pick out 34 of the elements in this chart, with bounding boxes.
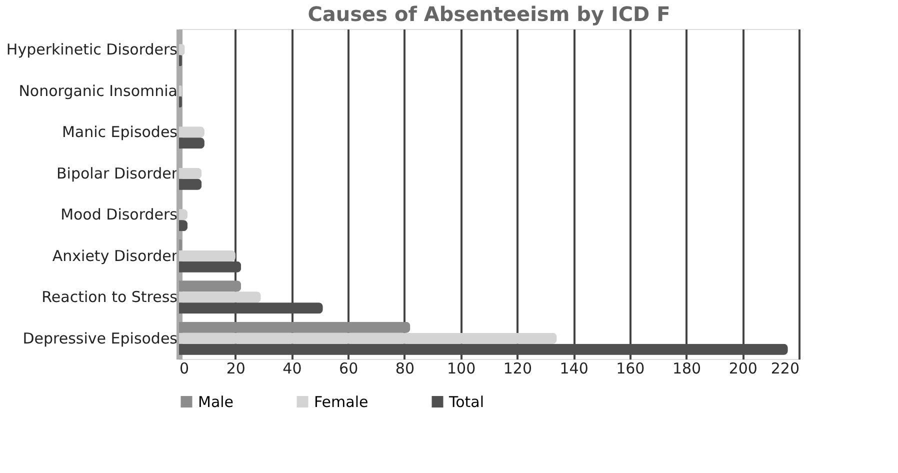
bar bbox=[179, 332, 557, 344]
x-tick-label: 60 bbox=[339, 360, 358, 378]
x-tick-label: 20 bbox=[226, 360, 246, 378]
y-tick-label: Anxiety Disorder bbox=[52, 246, 178, 265]
chart-title: Causes of Absenteeism by ICD F bbox=[308, 2, 670, 26]
x-tick-label: 220 bbox=[770, 360, 800, 378]
bar bbox=[179, 168, 202, 179]
y-tick-label: Depressive Episodes bbox=[22, 329, 178, 348]
bar bbox=[179, 322, 410, 333]
x-tick-label: 40 bbox=[282, 360, 302, 378]
x-tick-label: 120 bbox=[503, 360, 532, 378]
y-tick-label: Bipolar Disorder bbox=[56, 164, 178, 182]
x-tick-label: 160 bbox=[616, 360, 645, 378]
x-tick-label: 200 bbox=[728, 360, 758, 378]
y-tick-label: Mood Disorders bbox=[60, 206, 178, 224]
x-tick-label: 80 bbox=[395, 360, 414, 378]
x-tick-label: 0 bbox=[180, 360, 190, 378]
bar bbox=[179, 126, 204, 138]
x-tick-label: 180 bbox=[672, 360, 702, 378]
y-tick-label: Nonorganic Insomnia bbox=[18, 82, 178, 100]
y-tick-label: Manic Episodes bbox=[62, 123, 178, 142]
y-tick-label: Reaction to Stress bbox=[42, 288, 178, 306]
bar bbox=[179, 280, 241, 292]
legend-label: Female bbox=[314, 392, 368, 411]
bar bbox=[179, 178, 202, 190]
legend-label: Total bbox=[448, 392, 484, 411]
bar bbox=[179, 292, 261, 303]
legend-label: Male bbox=[198, 392, 234, 411]
bar bbox=[179, 44, 185, 56]
x-tick-label: 140 bbox=[560, 360, 588, 378]
y-tick-label: Hyperkinetic Disorders bbox=[6, 40, 178, 59]
x-tick-label: 100 bbox=[447, 360, 476, 378]
bar bbox=[179, 138, 204, 149]
bar bbox=[179, 250, 236, 262]
